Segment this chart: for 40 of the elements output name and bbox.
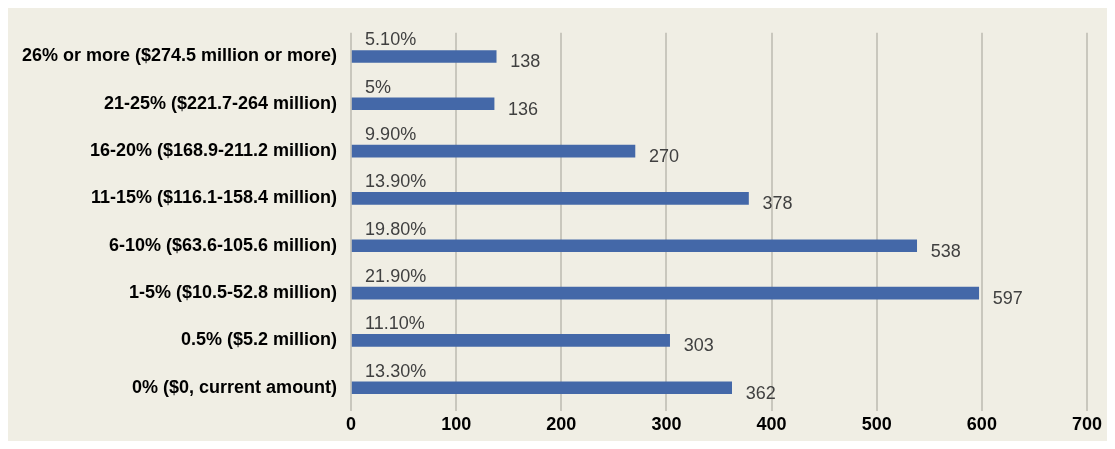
data-label: 138 xyxy=(510,51,541,72)
bar xyxy=(351,239,918,253)
data-label: 597 xyxy=(992,288,1023,309)
y-tick-label: 26% or more ($274.5 million or more) xyxy=(22,45,338,66)
x-tick-label: 400 xyxy=(756,414,787,435)
annotation: 19.80% xyxy=(365,218,427,239)
annotation: 9.90% xyxy=(365,124,417,145)
x-tick-label: 100 xyxy=(441,414,472,435)
y-tick-label: 0% ($0, current amount) xyxy=(132,376,338,397)
annotation: 5.10% xyxy=(365,29,417,50)
bar xyxy=(351,192,749,205)
annotation: 13.90% xyxy=(365,171,427,192)
x-tick-label: 600 xyxy=(966,414,997,435)
data-label: 362 xyxy=(745,382,776,403)
y-tick-label: 0.5% ($5.2 million) xyxy=(181,329,338,350)
bar xyxy=(351,50,497,63)
annotation: 13.30% xyxy=(365,360,427,381)
y-tick-label: 6-10% ($63.6-105.6 million) xyxy=(109,234,338,255)
x-tick-label: 300 xyxy=(651,414,682,435)
bar xyxy=(351,97,495,111)
x-tick-label: 700 xyxy=(1071,414,1103,435)
y-tick-label: 16-20% ($168.9-211.2 million) xyxy=(89,140,338,161)
annotation: 5% xyxy=(365,76,392,97)
x-tick-label: 200 xyxy=(546,414,577,435)
y-tick-label: 11-15% ($116.1-158.4 million) xyxy=(90,187,338,208)
data-label: 303 xyxy=(683,335,714,356)
bar xyxy=(351,334,670,347)
data-label: 538 xyxy=(930,240,961,261)
x-tick-label: 500 xyxy=(861,414,892,435)
data-label: 136 xyxy=(508,98,539,119)
data-label: 378 xyxy=(762,193,793,214)
bar xyxy=(351,381,732,395)
bar xyxy=(351,144,636,158)
annotation: 11.10% xyxy=(365,313,425,334)
x-tick-label: 0 xyxy=(346,414,357,435)
data-label: 270 xyxy=(648,146,679,167)
annotation: 21.90% xyxy=(365,266,427,287)
y-tick-label: 21-25% ($221.7-264 million) xyxy=(103,92,338,113)
bar xyxy=(351,286,980,300)
y-tick-label: 1-5% ($10.5-52.8 million) xyxy=(129,282,338,303)
